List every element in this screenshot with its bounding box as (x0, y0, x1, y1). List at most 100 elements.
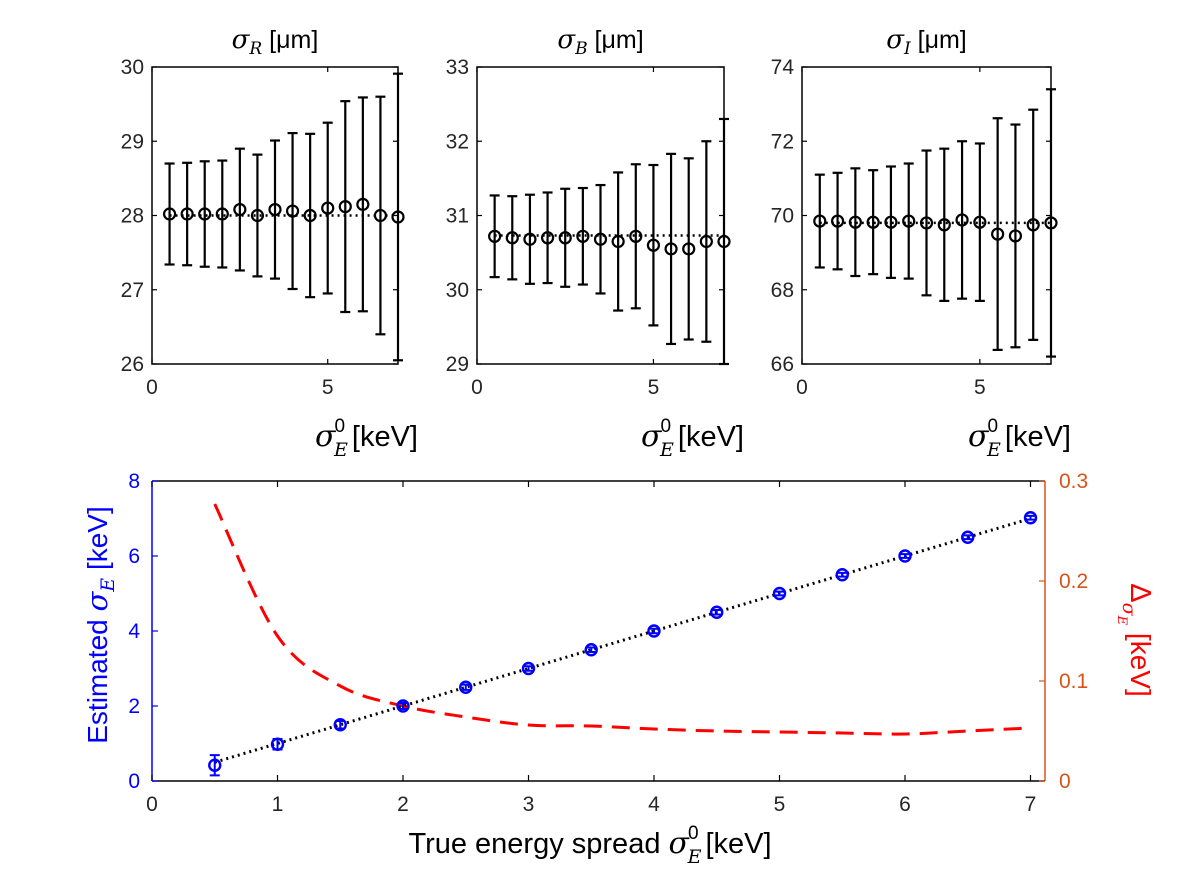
data-point (710, 605, 724, 619)
title-unit: [μm] (262, 26, 318, 54)
y-tick-label: 28 (121, 205, 144, 228)
data-point (396, 699, 410, 713)
title-subscript: R (248, 39, 262, 59)
y-right-tick-label: 0.3 (1059, 470, 1088, 493)
y-right-tick-label: 0 (1059, 770, 1071, 793)
title-unit: [μm] (588, 26, 644, 54)
y-right-tick-label: 0.2 (1059, 570, 1088, 593)
delta-curve (213, 503, 1031, 736)
data-point (208, 758, 222, 772)
x-tick-label: 4 (648, 793, 660, 816)
title-symbol: σ (886, 25, 905, 55)
data-point (198, 207, 212, 221)
y-tick-label: 70 (771, 205, 794, 228)
data-point (356, 197, 370, 211)
data-point (268, 202, 282, 217)
data-point (973, 215, 987, 229)
x-axis-label: True energy spread σ0 E [keV] (408, 823, 771, 868)
y-tick-label: 29 (446, 353, 469, 376)
y-tick-label: 31 (446, 205, 469, 228)
x-tick-label: 7 (1025, 793, 1037, 816)
x-axis-label: σ0 E [keV] (641, 416, 744, 461)
data-point (961, 530, 975, 544)
title-unit: [μm] (911, 26, 967, 54)
data-point (558, 231, 572, 245)
data-point (215, 207, 229, 221)
xlabel-unit: [keV] (1005, 421, 1071, 453)
data-point (523, 232, 537, 246)
x-axis-label: σ0 E [keV] (315, 416, 418, 461)
ylabel-right-unit: [keV] (1125, 625, 1156, 697)
data-point (866, 215, 880, 229)
y-left-tick-label: 6 (128, 545, 140, 568)
data-point (584, 643, 598, 657)
title-subscript: B (574, 39, 588, 59)
x-tick-label: 3 (523, 793, 535, 816)
x-tick-label: 0 (146, 376, 158, 399)
data-point (699, 234, 713, 249)
xlabel-symbol: σ (641, 419, 663, 454)
ylabel-left-text: Estimated (82, 611, 113, 743)
data-point (540, 231, 555, 245)
x-tick-label: 2 (397, 793, 409, 816)
data-point (233, 202, 247, 217)
xlabel-superscript: 0 (660, 416, 671, 437)
data-point (576, 229, 590, 243)
data-point (647, 624, 661, 638)
data-point (772, 586, 787, 601)
xlabel-subscript: E (986, 439, 1001, 461)
data-point (902, 214, 916, 228)
y-tick-label: 68 (771, 279, 794, 302)
data-point (813, 214, 827, 228)
data-point (333, 718, 347, 732)
data-point (830, 214, 845, 228)
data-point (459, 680, 473, 694)
data-point (835, 568, 849, 582)
data-point (338, 199, 352, 214)
data-point (848, 215, 862, 229)
xlabel-superscript: 0 (688, 823, 699, 844)
data-point (162, 207, 177, 221)
data-point (919, 216, 934, 230)
plot-area (152, 481, 1045, 781)
data-point (955, 213, 969, 227)
x-tick-label: 5 (648, 376, 660, 399)
y-tick-label: 74 (771, 56, 795, 79)
panel-title: σR [μm] (232, 25, 319, 59)
data-point (1026, 218, 1040, 232)
y-left-axis-label: Estimated σE [keV] (80, 506, 119, 744)
y-tick-label: 33 (446, 56, 469, 79)
data-point (629, 229, 643, 243)
xlabel-text: True energy spread (408, 828, 668, 860)
title-symbol: σ (557, 25, 576, 55)
data-point (1044, 216, 1058, 230)
y-tick-label: 26 (121, 353, 144, 376)
x-tick-label: 0 (796, 376, 808, 399)
x-tick-label: 5 (322, 376, 334, 399)
data-point (898, 549, 912, 563)
xlabel-subscript: E (333, 439, 348, 461)
data-point (884, 215, 898, 229)
xlabel-unit: [keV] (352, 421, 418, 453)
x-tick-label: 6 (899, 793, 911, 816)
y-tick-label: 30 (446, 279, 469, 302)
y-right-axis-label: ΔσE [keV] (1114, 583, 1156, 696)
data-point (1008, 229, 1023, 243)
ylabel-left-subscript: E (97, 578, 119, 593)
x-tick-label: 5 (974, 376, 986, 399)
x-tick-label: 5 (774, 793, 786, 816)
y-left-tick-label: 8 (128, 470, 140, 493)
data-point (611, 234, 625, 249)
data-point (991, 227, 1005, 241)
data-point (505, 231, 519, 245)
data-point (488, 229, 502, 243)
ylabel-right-subscript: σ (1118, 603, 1140, 617)
data-point (250, 208, 265, 223)
xlabel-subscript: E (659, 439, 674, 461)
xlabel-superscript: 0 (987, 416, 998, 437)
